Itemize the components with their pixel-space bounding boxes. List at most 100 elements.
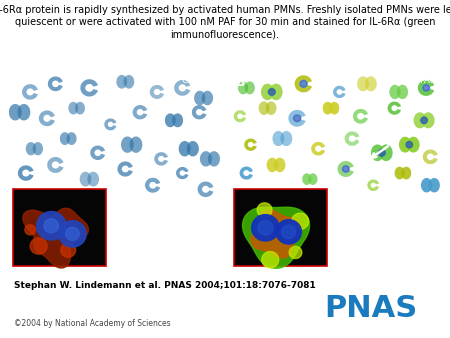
Polygon shape <box>36 212 66 240</box>
Polygon shape <box>421 117 427 124</box>
Polygon shape <box>397 85 408 99</box>
Polygon shape <box>117 75 127 89</box>
Polygon shape <box>165 113 176 127</box>
Polygon shape <box>33 142 43 155</box>
Polygon shape <box>289 246 302 259</box>
Polygon shape <box>308 173 318 185</box>
Polygon shape <box>418 80 434 96</box>
Polygon shape <box>9 104 22 120</box>
Polygon shape <box>280 131 293 146</box>
Polygon shape <box>272 131 284 146</box>
Polygon shape <box>67 132 76 145</box>
Polygon shape <box>407 137 419 152</box>
Polygon shape <box>174 80 190 96</box>
Polygon shape <box>172 113 183 127</box>
Polygon shape <box>353 109 368 124</box>
Polygon shape <box>179 141 191 156</box>
Polygon shape <box>252 215 279 241</box>
Polygon shape <box>208 151 220 167</box>
Text: IL-6Rα protein is rapidly synthesized by activated human PMNs. Freshly isolated : IL-6Rα protein is rapidly synthesized by… <box>0 5 450 40</box>
Polygon shape <box>45 220 58 232</box>
Polygon shape <box>365 76 377 91</box>
Polygon shape <box>345 131 360 146</box>
Polygon shape <box>342 166 349 172</box>
Polygon shape <box>251 210 301 258</box>
Polygon shape <box>200 151 212 167</box>
Polygon shape <box>399 137 411 152</box>
Text: Stephan W. Lindemann et al. PNAS 2004;101:18:7076-7081: Stephan W. Lindemann et al. PNAS 2004;10… <box>14 281 315 290</box>
Polygon shape <box>30 238 47 254</box>
Polygon shape <box>176 167 189 179</box>
Polygon shape <box>44 219 58 233</box>
Polygon shape <box>292 213 309 230</box>
Polygon shape <box>187 141 199 156</box>
Polygon shape <box>133 105 147 119</box>
Polygon shape <box>243 207 310 268</box>
Polygon shape <box>395 167 405 179</box>
Polygon shape <box>428 178 440 192</box>
Text: A: A <box>15 76 25 89</box>
Polygon shape <box>124 75 134 89</box>
Polygon shape <box>22 84 38 100</box>
Polygon shape <box>192 105 207 119</box>
Polygon shape <box>245 81 255 94</box>
Polygon shape <box>259 101 270 115</box>
Polygon shape <box>268 89 275 95</box>
Polygon shape <box>58 221 86 247</box>
Polygon shape <box>406 142 413 148</box>
Polygon shape <box>422 112 435 128</box>
Polygon shape <box>60 132 70 145</box>
Polygon shape <box>130 137 142 153</box>
Polygon shape <box>288 110 306 127</box>
Polygon shape <box>154 152 168 166</box>
Polygon shape <box>48 76 63 91</box>
Polygon shape <box>302 173 311 185</box>
Polygon shape <box>266 158 278 172</box>
Polygon shape <box>81 79 98 97</box>
Polygon shape <box>194 91 206 105</box>
Polygon shape <box>47 157 63 173</box>
Polygon shape <box>367 179 379 191</box>
Polygon shape <box>238 81 248 94</box>
Text: PNAS: PNAS <box>324 294 417 323</box>
Text: PAF: PAF <box>418 76 435 85</box>
Text: ©2004 by National Academy of Sciences: ©2004 by National Academy of Sciences <box>14 319 170 329</box>
Polygon shape <box>329 102 339 115</box>
Polygon shape <box>333 86 346 98</box>
Bar <box>13 189 106 266</box>
Polygon shape <box>276 220 302 244</box>
Polygon shape <box>270 83 283 100</box>
Polygon shape <box>378 149 385 156</box>
Polygon shape <box>257 203 272 217</box>
Polygon shape <box>90 146 105 160</box>
Polygon shape <box>75 102 85 115</box>
Polygon shape <box>311 142 325 155</box>
Polygon shape <box>121 137 134 153</box>
Polygon shape <box>423 85 430 91</box>
Polygon shape <box>371 144 384 161</box>
Polygon shape <box>338 161 354 177</box>
Polygon shape <box>282 225 296 239</box>
Polygon shape <box>387 101 401 115</box>
Polygon shape <box>145 178 160 193</box>
Polygon shape <box>25 225 36 235</box>
Polygon shape <box>150 85 164 99</box>
Polygon shape <box>39 111 55 126</box>
Polygon shape <box>300 80 307 87</box>
Polygon shape <box>258 221 273 235</box>
Polygon shape <box>294 115 301 122</box>
Polygon shape <box>104 118 117 130</box>
Polygon shape <box>380 144 393 161</box>
Polygon shape <box>323 102 333 115</box>
Polygon shape <box>389 85 400 99</box>
Text: Control: Control <box>181 76 214 85</box>
Polygon shape <box>18 165 34 181</box>
Polygon shape <box>423 149 438 164</box>
Text: B: B <box>236 76 245 89</box>
Polygon shape <box>234 110 246 122</box>
Polygon shape <box>401 167 411 179</box>
Polygon shape <box>261 83 274 100</box>
Polygon shape <box>244 139 257 151</box>
Polygon shape <box>68 102 78 115</box>
Polygon shape <box>61 243 76 257</box>
